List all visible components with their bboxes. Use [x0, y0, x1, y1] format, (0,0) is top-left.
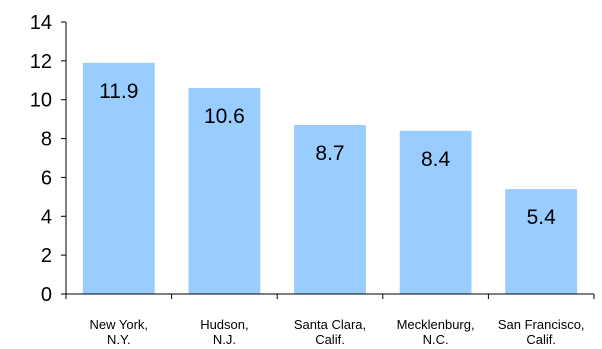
data-label-4: 5.4 [527, 206, 557, 229]
bar-1 [188, 88, 261, 294]
y-tick-label-5: 10 [30, 90, 52, 112]
x-tick-label-2: Santa Clara, Calif. [294, 317, 366, 347]
x-tick-labels-group: New York, N.Y. Hudson, N.J. Santa Clara, Cali… [90, 317, 585, 347]
data-label-2: 8.7 [315, 142, 344, 165]
x-tick-label-4: San Francisco, Calif. [498, 317, 585, 347]
x-tick-label-3: Mecklenburg, N.C. [397, 317, 475, 347]
bar-2 [294, 124, 366, 294]
y-tick-label-6: 12 [30, 51, 52, 73]
y-tick-label-2: 4 [41, 206, 52, 228]
axes-group [61, 21, 595, 299]
y-tick-label-1: 2 [41, 245, 52, 267]
x-tick-label-1: Hudson, N.J. [200, 317, 248, 347]
y-tick-label-4: 8 [41, 129, 52, 151]
y-tick-label-7: 14 [30, 12, 52, 34]
data-label-1: 10.6 [204, 105, 245, 128]
bar-3 [399, 130, 472, 294]
data-labels-group: 11.9 10.6 8.7 8.4 5.4 [99, 80, 556, 229]
bar-0 [82, 62, 155, 294]
y-tick-label-3: 6 [41, 167, 52, 189]
bars-group [82, 62, 578, 294]
bar-4 [505, 189, 578, 294]
data-label-0: 11.9 [99, 80, 138, 103]
y-tick-labels-group: 0 2 4 6 8 10 12 14 [30, 12, 52, 306]
x-tick-label-0: New York, N.Y. [90, 317, 149, 347]
y-tick-label-0: 0 [41, 284, 52, 306]
data-label-3: 8.4 [421, 148, 451, 171]
